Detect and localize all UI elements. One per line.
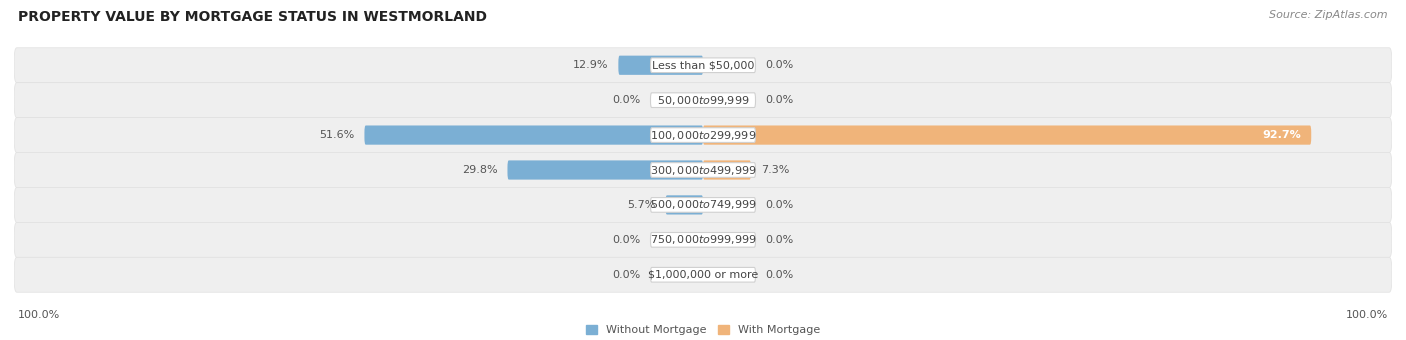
Text: $100,000 to $299,999: $100,000 to $299,999 (650, 129, 756, 141)
FancyBboxPatch shape (14, 153, 1392, 187)
Text: 12.9%: 12.9% (574, 60, 609, 70)
FancyBboxPatch shape (14, 83, 1392, 118)
Text: $500,000 to $749,999: $500,000 to $749,999 (650, 199, 756, 211)
FancyBboxPatch shape (364, 125, 703, 145)
Text: 5.7%: 5.7% (627, 200, 655, 210)
Text: 29.8%: 29.8% (463, 165, 498, 175)
Text: 100.0%: 100.0% (18, 310, 60, 320)
FancyBboxPatch shape (651, 93, 755, 107)
FancyBboxPatch shape (14, 48, 1392, 83)
Legend: Without Mortgage, With Mortgage: Without Mortgage, With Mortgage (586, 325, 820, 335)
FancyBboxPatch shape (703, 160, 751, 180)
Text: Less than $50,000: Less than $50,000 (652, 60, 754, 70)
Text: 0.0%: 0.0% (613, 270, 641, 280)
Text: 100.0%: 100.0% (1346, 310, 1388, 320)
Text: $1,000,000 or more: $1,000,000 or more (648, 270, 758, 280)
Text: 0.0%: 0.0% (765, 95, 793, 105)
Text: $750,000 to $999,999: $750,000 to $999,999 (650, 233, 756, 246)
Text: 0.0%: 0.0% (613, 95, 641, 105)
Text: $50,000 to $99,999: $50,000 to $99,999 (657, 94, 749, 107)
Text: 51.6%: 51.6% (319, 130, 354, 140)
Text: 0.0%: 0.0% (765, 235, 793, 245)
FancyBboxPatch shape (703, 125, 1312, 145)
Text: 0.0%: 0.0% (765, 270, 793, 280)
FancyBboxPatch shape (14, 187, 1392, 222)
Text: 92.7%: 92.7% (1263, 130, 1302, 140)
Text: 7.3%: 7.3% (761, 165, 789, 175)
FancyBboxPatch shape (651, 198, 755, 212)
Text: $300,000 to $499,999: $300,000 to $499,999 (650, 164, 756, 176)
FancyBboxPatch shape (651, 128, 755, 142)
FancyBboxPatch shape (14, 222, 1392, 257)
Text: 0.0%: 0.0% (765, 200, 793, 210)
Text: Source: ZipAtlas.com: Source: ZipAtlas.com (1270, 10, 1388, 20)
FancyBboxPatch shape (651, 268, 755, 282)
FancyBboxPatch shape (651, 163, 755, 177)
Text: 0.0%: 0.0% (613, 235, 641, 245)
FancyBboxPatch shape (619, 56, 703, 75)
FancyBboxPatch shape (651, 58, 755, 72)
Text: PROPERTY VALUE BY MORTGAGE STATUS IN WESTMORLAND: PROPERTY VALUE BY MORTGAGE STATUS IN WES… (18, 10, 488, 24)
Text: 0.0%: 0.0% (765, 60, 793, 70)
FancyBboxPatch shape (651, 233, 755, 247)
FancyBboxPatch shape (14, 118, 1392, 153)
FancyBboxPatch shape (665, 195, 703, 215)
FancyBboxPatch shape (508, 160, 703, 180)
FancyBboxPatch shape (14, 257, 1392, 292)
